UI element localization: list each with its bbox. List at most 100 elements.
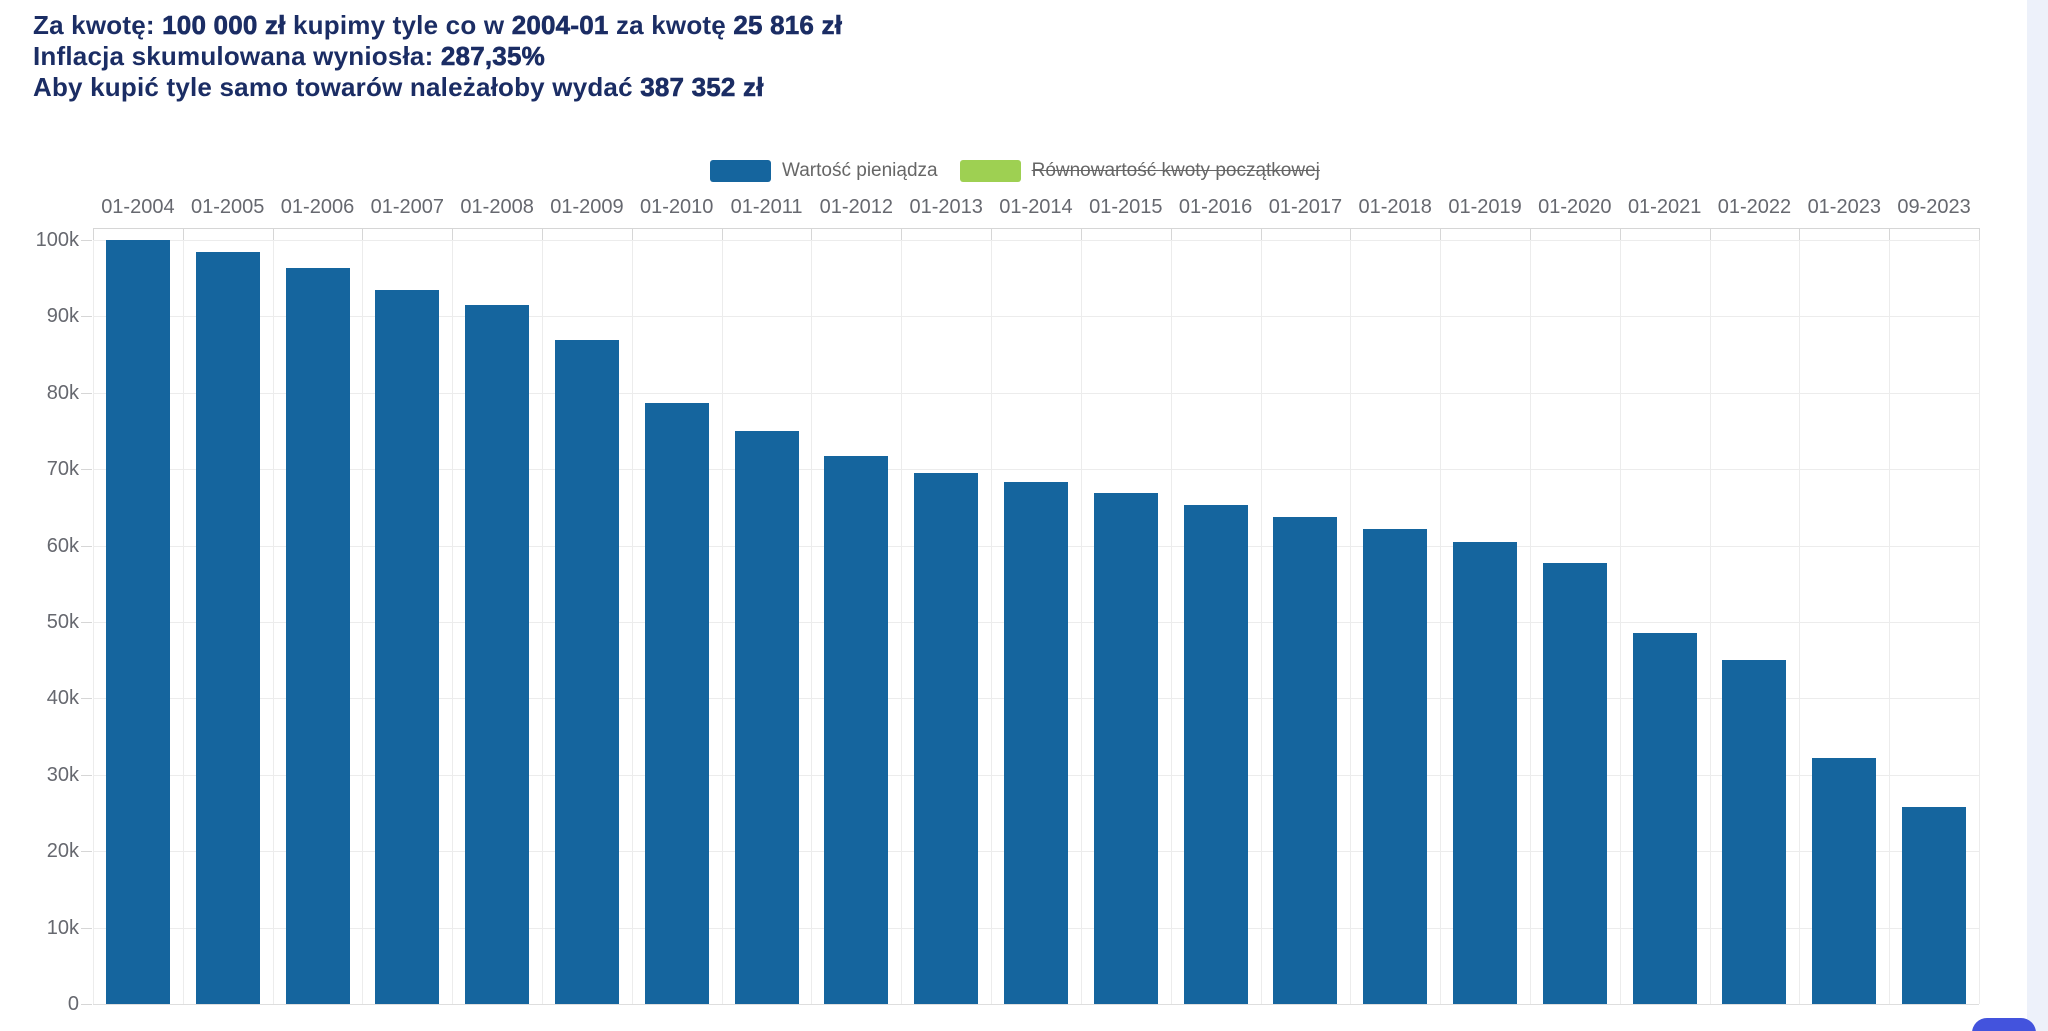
bar[interactable]: [914, 473, 979, 1004]
x-axis-label: 01-2004: [101, 196, 175, 218]
bar[interactable]: [465, 304, 530, 1004]
bar[interactable]: [1183, 505, 1248, 1004]
y-axis-tick: [81, 851, 92, 853]
x-axis-tick: [1350, 228, 1352, 240]
y-gridline: [93, 316, 1979, 318]
base-date-value: 2004-01: [511, 10, 609, 41]
y-axis-label: 80k: [46, 381, 79, 404]
x-gridline: [93, 240, 94, 1004]
x-axis-tick: [93, 228, 94, 240]
summary-line-2: Inflacja skumulowana wyniosła: 287,35%: [33, 41, 842, 72]
bar[interactable]: [195, 252, 260, 1004]
x-axis-tick: [452, 228, 454, 240]
x-axis-tick: [1619, 228, 1621, 240]
x-axis-tick: [272, 228, 274, 240]
y-gridline: [93, 392, 1979, 394]
x-gridline: [1799, 240, 1801, 1004]
y-axis-label: 60k: [46, 534, 79, 557]
y-axis-tick: [81, 240, 92, 241]
legend-item-wartosc-pieniadza[interactable]: Wartość pieniądza: [710, 158, 938, 184]
x-gridline: [1979, 240, 1980, 1004]
bar[interactable]: [1812, 758, 1877, 1004]
bar[interactable]: [1363, 528, 1428, 1004]
bar[interactable]: [644, 402, 709, 1004]
y-axis-tick: [81, 622, 92, 623]
summary-line-3: Aby kupić tyle samo towarów należałoby w…: [33, 72, 842, 103]
x-axis-tick: [631, 228, 633, 240]
bar[interactable]: [1902, 806, 1967, 1004]
x-gridline: [1709, 240, 1711, 1004]
summary-header: Za kwotę: 100 000 zł kupimy tyle co w 20…: [33, 10, 842, 103]
x-axis-tick: [1799, 228, 1801, 240]
x-axis-tick: [1440, 228, 1442, 240]
x-axis-label: 01-2021: [1627, 196, 1702, 218]
x-gridline: [721, 240, 723, 1004]
x-axis-label: 01-2009: [550, 196, 624, 218]
y-axis-label: 20k: [46, 840, 79, 863]
y-axis-tick: [81, 1004, 92, 1005]
x-axis-label: 01-2012: [819, 196, 894, 218]
legend-item-rownowartosc-kwoty[interactable]: Równowartość kwoty początkowej: [959, 158, 1320, 184]
x-axis-label: 01-2013: [909, 196, 983, 218]
scroll-to-top-button[interactable]: [1972, 1018, 2036, 1031]
bar[interactable]: [1453, 541, 1518, 1004]
bar[interactable]: [1542, 563, 1607, 1004]
bar[interactable]: [824, 456, 889, 1004]
x-gridline: [901, 240, 903, 1004]
x-axis-tick: [1260, 228, 1262, 240]
summary-line-1: Za kwotę: 100 000 zł kupimy tyle co w 20…: [33, 10, 842, 41]
x-axis-label: 01-2017: [1268, 196, 1343, 218]
x-axis-label: 01-2010: [640, 196, 714, 218]
x-axis-tick: [991, 228, 993, 240]
y-axis-label: 100k: [35, 229, 79, 251]
bar[interactable]: [105, 240, 170, 1004]
x-axis-tick: [362, 228, 364, 240]
x-axis-label: 01-2005: [190, 196, 265, 218]
y-axis-tick: [81, 316, 92, 318]
bar-chart-plot-area: 0 10k 20k 30k 40k 50k 60k 70k 80k 90k 100k 01-2004 0…: [36, 196, 1980, 1015]
bar[interactable]: [285, 268, 350, 1004]
bar[interactable]: [1632, 632, 1697, 1004]
y-axis-label: 40k: [46, 687, 79, 710]
summary-text: za kwotę: [608, 10, 734, 40]
y-axis-tick: [81, 774, 92, 776]
bar[interactable]: [375, 289, 440, 1004]
x-gridline: [1529, 240, 1531, 1004]
x-gridline: [631, 240, 633, 1004]
x-axis-line: [93, 228, 1979, 229]
x-axis-label: 01-2022: [1717, 196, 1792, 218]
x-gridline: [1260, 240, 1262, 1004]
y-axis-label: 50k: [46, 611, 79, 633]
legend-swatch-blue: [710, 160, 771, 182]
y-gridline: [93, 469, 1979, 471]
x-axis-label: 01-2014: [999, 196, 1073, 218]
x-axis-tick: [1709, 228, 1711, 240]
y-axis-tick: [81, 545, 92, 547]
x-axis-tick: [542, 228, 544, 240]
x-gridline: [1889, 240, 1891, 1004]
y-axis-label: 70k: [46, 458, 79, 481]
x-gridline: [362, 240, 364, 1004]
y-axis-label: 30k: [46, 763, 79, 786]
bar[interactable]: [554, 340, 619, 1004]
x-axis-label: 01-2023: [1807, 196, 1881, 218]
legend-label: Wartość pieniądza: [782, 160, 938, 181]
y-gridline: [93, 240, 1979, 241]
bar[interactable]: [1722, 660, 1787, 1004]
x-axis-tick: [1170, 228, 1172, 240]
x-axis-label: 01-2007: [370, 196, 445, 218]
summary-text: Inflacja skumulowana wyniosła:: [33, 41, 441, 71]
y-axis-tick: [81, 469, 92, 471]
equivalent-amount-value: 25 816 zł: [733, 10, 843, 41]
bar[interactable]: [1093, 492, 1158, 1004]
y-axis-tick: [81, 698, 92, 700]
x-axis-tick: [811, 228, 813, 240]
x-axis-label: 01-2016: [1178, 196, 1253, 218]
bar[interactable]: [1273, 517, 1338, 1004]
x-gridline: [991, 240, 993, 1004]
x-gridline: [1619, 240, 1621, 1004]
x-axis-label: 01-2019: [1448, 196, 1522, 218]
bar[interactable]: [734, 431, 799, 1004]
bar[interactable]: [1004, 482, 1068, 1004]
